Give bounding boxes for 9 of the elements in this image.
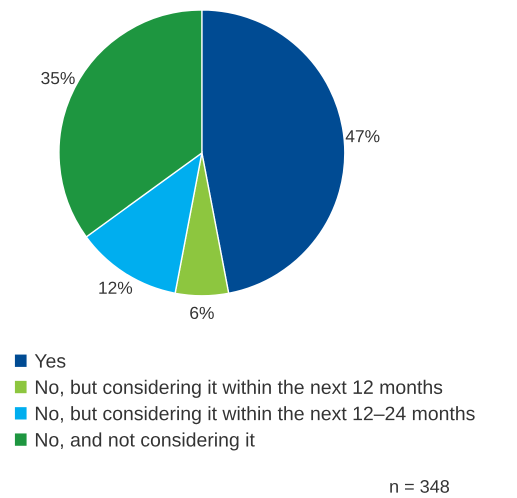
legend-label: No, and not considering it xyxy=(36,432,255,451)
text: n = 348 xyxy=(390,480,450,493)
data-label: 6% xyxy=(190,306,214,320)
data-label: 35% xyxy=(41,72,75,84)
legend-label: Yes xyxy=(34,354,66,368)
legend-label: No, but considering it within the next 12 months xyxy=(36,380,442,398)
data-label: 47% xyxy=(346,130,380,142)
data-label: 12% xyxy=(99,282,132,294)
legend-label: No, but considering it within the next 12–24 months xyxy=(36,406,475,424)
